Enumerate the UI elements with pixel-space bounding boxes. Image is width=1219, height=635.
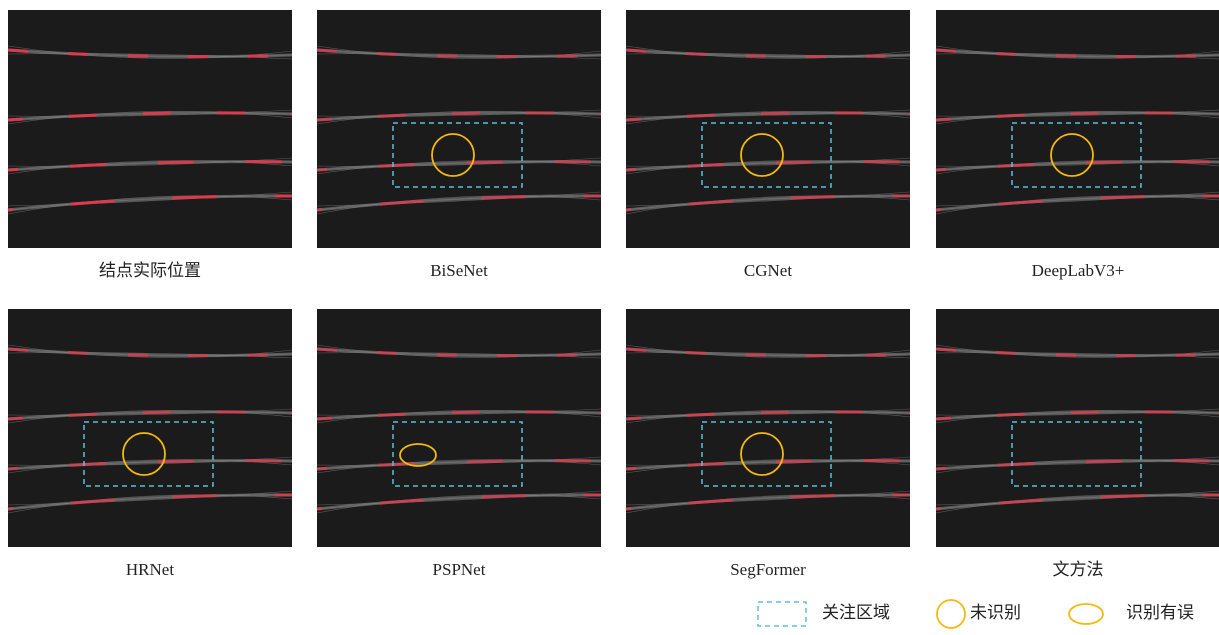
panel-image — [626, 309, 910, 547]
legend-label: 未识别 — [970, 603, 1021, 622]
panel-image — [317, 309, 601, 547]
panel-caption: DeepLabV3+ — [1032, 261, 1125, 280]
panel-caption: PSPNet — [433, 560, 486, 579]
panel: HRNet — [8, 309, 292, 579]
panel-image — [317, 10, 601, 248]
panel: CGNet — [626, 10, 910, 280]
panel-grid: 结点实际位置 BiSeNet CGNet DeepLabV3+ HRNet PSPNet S… — [8, 10, 1219, 579]
panel: BiSeNet — [317, 10, 601, 280]
legend-label: 识别有误 — [1126, 603, 1194, 622]
panel: 结点实际位置 — [8, 10, 292, 280]
panel-image — [8, 10, 292, 248]
panel: 文方法 — [936, 309, 1219, 579]
figure: 结点实际位置 BiSeNet CGNet DeepLabV3+ HRNet PSPNet S… — [0, 0, 1219, 630]
panel: PSPNet — [317, 309, 601, 579]
panel-caption: HRNet — [126, 560, 174, 579]
panel-caption: 文方法 — [1053, 560, 1104, 579]
panel-caption: 结点实际位置 — [99, 261, 201, 280]
panel: SegFormer — [626, 309, 910, 579]
legend-ellipse — [1069, 604, 1103, 624]
legend-circle — [937, 600, 965, 628]
panel: DeepLabV3+ — [936, 10, 1219, 280]
panel-image — [626, 10, 910, 248]
panel-image — [936, 10, 1219, 248]
legend-dashed-box — [758, 602, 806, 626]
panel-caption: BiSeNet — [430, 261, 488, 280]
panel-caption: SegFormer — [730, 560, 806, 579]
panel-caption: CGNet — [744, 261, 792, 280]
legend-label: 关注区域 — [822, 603, 890, 622]
panel-image — [936, 309, 1219, 547]
panel-image — [8, 309, 292, 547]
legend: 关注区域 未识别 识别有误 — [758, 600, 1194, 628]
